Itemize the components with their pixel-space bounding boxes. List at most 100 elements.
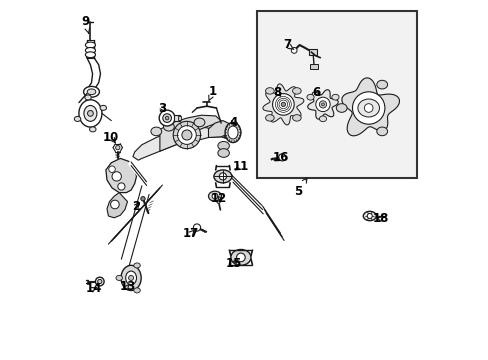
Circle shape bbox=[319, 101, 326, 108]
Text: 6: 6 bbox=[312, 86, 320, 99]
Text: 11: 11 bbox=[232, 160, 248, 173]
Ellipse shape bbox=[376, 80, 387, 89]
Circle shape bbox=[278, 154, 285, 161]
Polygon shape bbox=[263, 84, 303, 125]
Ellipse shape bbox=[84, 95, 91, 100]
Circle shape bbox=[291, 48, 296, 53]
Ellipse shape bbox=[125, 271, 136, 285]
Ellipse shape bbox=[336, 104, 346, 112]
Bar bbox=[178, 116, 181, 120]
Text: 14: 14 bbox=[86, 282, 102, 295]
Polygon shape bbox=[208, 121, 230, 138]
Circle shape bbox=[115, 145, 120, 150]
Circle shape bbox=[315, 97, 329, 112]
Ellipse shape bbox=[89, 127, 96, 132]
Ellipse shape bbox=[319, 116, 326, 122]
Circle shape bbox=[216, 200, 220, 203]
Polygon shape bbox=[106, 158, 136, 193]
Circle shape bbox=[193, 224, 200, 231]
Ellipse shape bbox=[306, 94, 313, 100]
Ellipse shape bbox=[224, 122, 241, 143]
Text: 5: 5 bbox=[293, 178, 306, 198]
Text: 4: 4 bbox=[229, 116, 237, 129]
Text: 2: 2 bbox=[131, 201, 140, 213]
Polygon shape bbox=[107, 193, 127, 218]
Bar bbox=[309, 49, 317, 55]
Ellipse shape bbox=[79, 100, 102, 127]
Circle shape bbox=[98, 279, 102, 284]
Ellipse shape bbox=[121, 265, 141, 291]
Circle shape bbox=[112, 172, 121, 181]
Bar bbox=[173, 115, 180, 121]
Text: 16: 16 bbox=[272, 151, 288, 164]
Ellipse shape bbox=[87, 111, 93, 116]
Circle shape bbox=[165, 116, 168, 120]
Circle shape bbox=[182, 130, 192, 140]
Text: 7: 7 bbox=[283, 39, 293, 51]
Circle shape bbox=[212, 193, 218, 199]
Ellipse shape bbox=[213, 170, 231, 183]
Ellipse shape bbox=[83, 86, 99, 97]
Circle shape bbox=[236, 253, 244, 262]
Circle shape bbox=[352, 92, 384, 124]
Text: 8: 8 bbox=[273, 86, 281, 99]
Ellipse shape bbox=[292, 88, 301, 94]
Ellipse shape bbox=[128, 275, 133, 280]
Text: 3: 3 bbox=[158, 102, 166, 114]
Text: 18: 18 bbox=[372, 212, 388, 225]
Bar bbox=[257, 11, 416, 178]
Text: 10: 10 bbox=[103, 131, 119, 144]
Circle shape bbox=[173, 121, 200, 149]
Ellipse shape bbox=[134, 288, 140, 293]
Ellipse shape bbox=[208, 191, 221, 201]
Text: 9: 9 bbox=[81, 15, 89, 33]
Ellipse shape bbox=[376, 127, 387, 136]
Ellipse shape bbox=[218, 141, 229, 150]
Text: 1: 1 bbox=[208, 85, 217, 101]
Ellipse shape bbox=[116, 275, 122, 280]
Circle shape bbox=[272, 94, 294, 115]
Text: 12: 12 bbox=[211, 192, 227, 204]
Circle shape bbox=[364, 104, 372, 112]
Circle shape bbox=[219, 173, 226, 180]
Ellipse shape bbox=[292, 114, 301, 121]
Ellipse shape bbox=[87, 89, 96, 95]
Ellipse shape bbox=[194, 118, 204, 127]
Ellipse shape bbox=[357, 99, 379, 117]
Circle shape bbox=[366, 213, 371, 219]
Ellipse shape bbox=[134, 263, 140, 268]
Polygon shape bbox=[307, 90, 338, 119]
Circle shape bbox=[108, 166, 115, 172]
Ellipse shape bbox=[265, 88, 274, 94]
Ellipse shape bbox=[85, 52, 95, 58]
Circle shape bbox=[118, 183, 125, 190]
Circle shape bbox=[281, 102, 285, 107]
Ellipse shape bbox=[151, 127, 162, 136]
Ellipse shape bbox=[230, 249, 250, 265]
Polygon shape bbox=[160, 115, 223, 151]
Ellipse shape bbox=[331, 94, 338, 100]
Ellipse shape bbox=[218, 149, 229, 157]
Circle shape bbox=[110, 200, 119, 209]
Ellipse shape bbox=[163, 122, 174, 131]
Ellipse shape bbox=[363, 211, 375, 221]
Circle shape bbox=[321, 103, 324, 106]
Polygon shape bbox=[133, 127, 226, 160]
Text: 17: 17 bbox=[183, 227, 199, 240]
Bar bbox=[310, 64, 317, 69]
Polygon shape bbox=[341, 78, 399, 136]
Ellipse shape bbox=[100, 105, 106, 111]
Ellipse shape bbox=[227, 126, 238, 139]
Ellipse shape bbox=[84, 105, 97, 121]
Polygon shape bbox=[87, 40, 94, 58]
Circle shape bbox=[95, 277, 104, 286]
Circle shape bbox=[163, 114, 171, 122]
Circle shape bbox=[141, 197, 145, 201]
Circle shape bbox=[159, 110, 175, 126]
Ellipse shape bbox=[85, 48, 95, 53]
Text: 13: 13 bbox=[119, 280, 135, 293]
Ellipse shape bbox=[74, 116, 81, 121]
Circle shape bbox=[177, 126, 196, 144]
Ellipse shape bbox=[265, 114, 274, 121]
Text: 15: 15 bbox=[225, 257, 242, 270]
